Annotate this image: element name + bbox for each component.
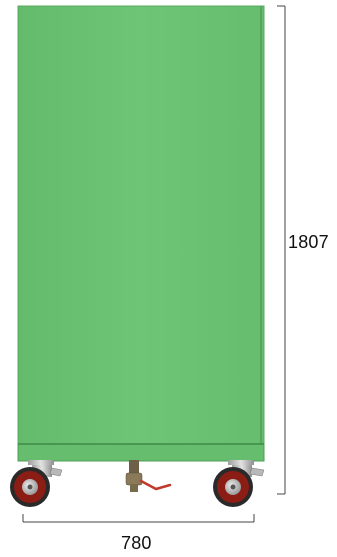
valve-pipe <box>129 460 139 474</box>
right-caster-plate <box>228 460 254 465</box>
height-dimension-line <box>277 5 286 495</box>
drain-valve <box>125 460 172 492</box>
left-caster-brake <box>49 467 63 477</box>
valve-body <box>125 472 143 486</box>
height-dimension-label: 1807 <box>288 232 329 252</box>
width-dimension-line <box>22 514 255 523</box>
left-caster <box>10 460 63 507</box>
right-caster <box>213 460 265 507</box>
cabinet-body <box>17 5 265 445</box>
width-dimension-label: 780 <box>121 533 152 553</box>
cabinet-base <box>17 443 265 462</box>
left-wheel-axle <box>27 484 33 490</box>
valve-outlet <box>130 484 138 492</box>
right-wheel-axle <box>230 484 236 490</box>
valve-handle <box>139 479 172 491</box>
right-caster-brake <box>249 467 265 477</box>
left-caster-plate <box>28 460 54 465</box>
